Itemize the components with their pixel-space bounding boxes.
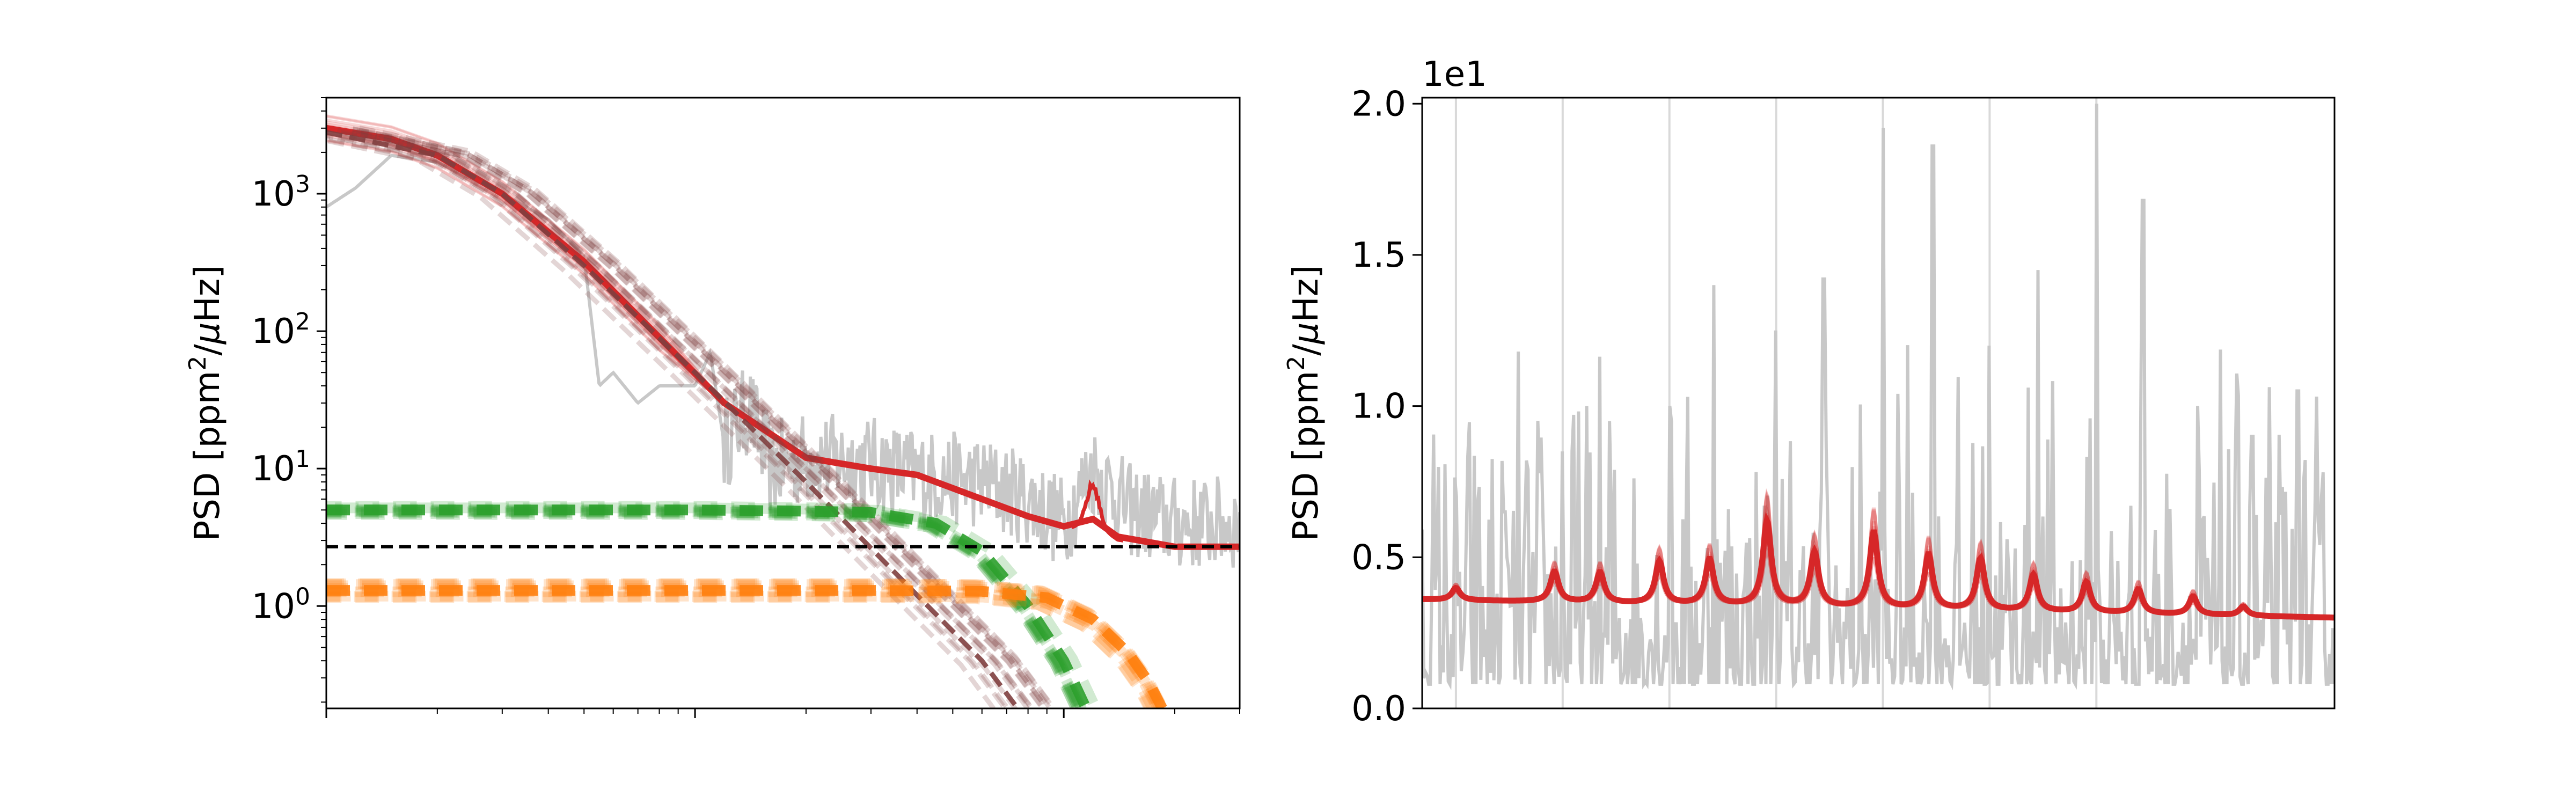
model-fit-zoom-line [1422,511,2334,621]
svg-text:PSD [ppm2/μHz]: PSD [ppm2/μHz] [1283,265,1327,541]
right-psd-panel: 0.0 0.5 1.0 1.5 2.0 1e1 PSD [ppm2/μHz] [1283,55,2336,729]
left-ylabel-sup: 2 [184,356,211,371]
component-sample-line [335,502,1100,708]
component-sample-line [352,130,1046,708]
component-sample-line [336,128,1031,708]
right-ylabel-mid: / [1286,344,1326,356]
left-ylabel-suffix: Hz] [188,265,228,323]
component-sample-line [361,128,1055,708]
y-tick-label: 0.0 [1351,689,1406,729]
left-y-axis-label: PSD [ppm2/μHz] [184,265,228,541]
y-tick-label: 102 [252,308,310,352]
right-axis-ticks: 0.0 0.5 1.0 1.5 2.0 [1351,84,1422,729]
component-sample-line [338,133,1031,708]
svg-text:PSD [ppm2/μHz]: PSD [ppm2/μHz] [184,265,228,541]
component-sample-line [341,131,1035,708]
y-tick-label: 2.0 [1351,84,1406,124]
component-sample-line [340,130,1034,708]
component-line [326,504,1091,708]
right-axes-frame [1421,97,2336,709]
y-tick-label: 101 [252,445,310,489]
component-sample-line [326,138,997,708]
right-plot-area [1422,98,2334,708]
component-sample-line [328,136,1019,708]
left-ylabel-mu: μ [188,323,228,345]
y-tick-label: 103 [252,171,310,215]
left-plot-area [326,114,1240,708]
left-ylabel-mid: / [188,344,228,356]
component-sample-line [356,128,1050,708]
oscillation-excess-line [1071,479,1124,543]
right-ylabel-suffix: Hz] [1286,265,1326,323]
y-tick-label: 0.5 [1351,538,1406,577]
component-sample-line [360,132,1053,708]
left-ylabel-prefix: PSD [ppm [188,371,228,541]
right-y-axis-label: PSD [ppm2/μHz] [1283,265,1327,541]
right-ylabel-sup: 2 [1283,356,1310,371]
left-psd-panel: 100 101 102 103 PSD [ppm2/μHz] [184,97,1241,718]
component-sample-line [358,125,1053,706]
y-tick-label: 1.5 [1351,236,1406,275]
observed-psd-zoom-line [1422,104,2334,691]
component-sample-line [326,133,1011,708]
right-ylabel-mu: μ [1286,323,1326,345]
right-offset-text: 1e1 [1422,55,1487,94]
component-sample-line [352,126,1046,707]
component-sample-line [326,133,1008,708]
model-fit-line [326,125,1240,550]
y-tick-label: 1.0 [1351,387,1406,427]
component-line [326,130,1020,708]
component-sample-line [351,130,1045,708]
left-axis-ticks: 100 101 102 103 [252,97,1240,718]
component-sample-line [352,126,1046,706]
y-tick-label: 100 [252,583,310,627]
right-ylabel-prefix: PSD [ppm [1286,371,1326,541]
